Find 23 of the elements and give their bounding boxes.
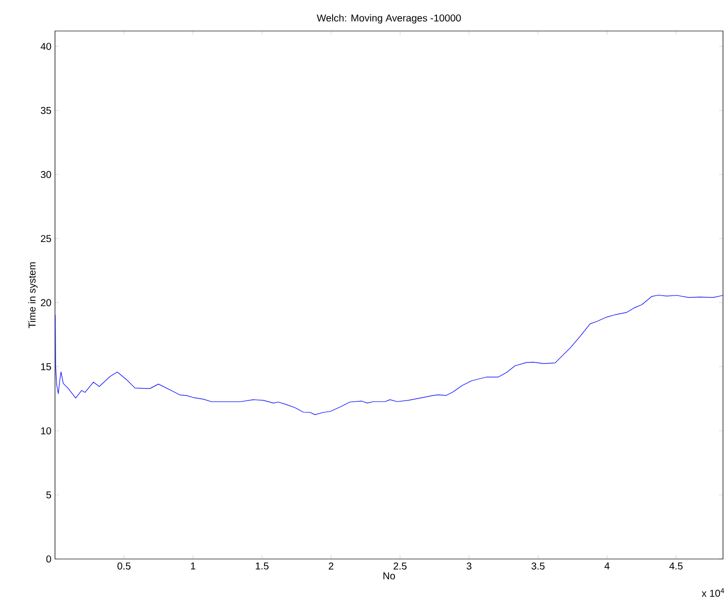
y-tick-label: 0	[46, 555, 52, 563]
y-tick-label: 20	[40, 299, 52, 306]
text: x 10$^{4}$	[702, 588, 724, 597]
y-tick-label: 35	[40, 106, 52, 114]
x-tick-label: 2.5	[394, 562, 407, 570]
x-tick-label: 2	[328, 562, 334, 570]
line-series	[55, 294, 724, 415]
x-tick-label: 1	[191, 562, 196, 570]
y-tick-label: 25	[40, 235, 52, 242]
y-tick-label: 30	[40, 171, 52, 178]
y-tick-label: 10	[41, 427, 52, 434]
x-tick-label: 0.5	[117, 562, 131, 570]
x-tick-label: 4	[604, 562, 610, 570]
chart-title: Welch: Moving Averages -10000	[316, 14, 461, 24]
x-tick-label: 3	[466, 562, 472, 570]
y-tick-label: 5	[46, 491, 52, 498]
x-tick-label: 4.5	[669, 562, 683, 570]
x-tick-label: 1.5	[256, 562, 269, 570]
x-tick-label: 3.5	[532, 562, 545, 570]
y-axis-title: Time in system	[28, 262, 38, 328]
y-tick-label: 15	[41, 363, 52, 370]
y-tick-label: 40	[40, 42, 52, 50]
x-axis-title: No	[383, 572, 395, 580]
